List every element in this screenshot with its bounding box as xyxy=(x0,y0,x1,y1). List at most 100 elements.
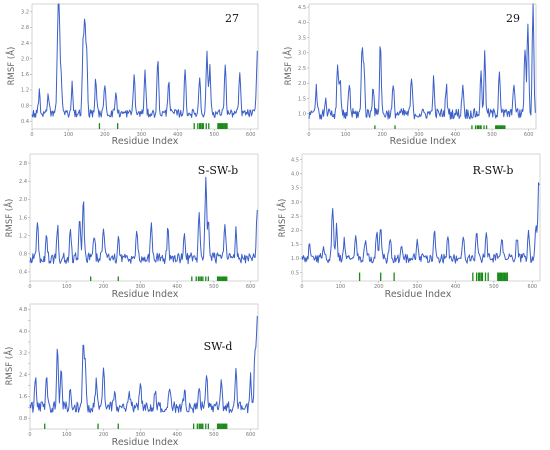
ylabel-s-sw-b: RMSF (Å) xyxy=(3,199,15,238)
y-tick-label: 1.2 xyxy=(21,88,29,94)
y-tick-label: 1.2 xyxy=(19,233,27,239)
y-tick-label: 0.8 xyxy=(21,103,29,109)
x-tick-label: 100 xyxy=(62,432,72,438)
x-tick-label: 200 xyxy=(99,432,109,438)
x-tick-label: 200 xyxy=(374,284,384,290)
x-tick-label: 400 xyxy=(173,132,183,138)
y-tick-label: 2.0 xyxy=(298,81,306,87)
x-tick-label: 500 xyxy=(209,132,219,138)
x-tick-label: 100 xyxy=(336,284,346,290)
y-tick-label: 4.0 xyxy=(291,172,299,178)
x-tick-label: 600 xyxy=(528,284,538,290)
xlabel-s-sw-b: Residue Index xyxy=(112,289,179,300)
x-tick-label: 100 xyxy=(341,132,351,138)
x-tick-label: 0 xyxy=(28,284,31,290)
chart-sw-d: SW-d RMSF (Å) Residue Index 0.8 1.6 2.4 3.2… xyxy=(3,303,259,448)
rmsf-line xyxy=(29,176,258,265)
y-tick-label: 0.4 xyxy=(19,270,27,276)
ylabel-27: RMSF (Å) xyxy=(5,47,17,86)
panel-r-sw-b: R-SW-b RMSF (Å) Residue Index 0.5 1.0 1.5 2… xyxy=(275,150,550,300)
panel-s-sw-b: S-SW-b RMSF (Å) Residue Index 0.4 0.8 1.2 1… xyxy=(0,150,272,300)
x-tick-label: 400 xyxy=(172,432,182,438)
y-tick-label: 1.6 xyxy=(19,394,27,400)
y-tick-label: 3.0 xyxy=(291,200,299,206)
y-tick-label: 1.0 xyxy=(298,112,306,118)
x-tick-label: 300 xyxy=(412,284,422,290)
y-tick-label: 2.0 xyxy=(21,56,29,62)
rmsf-line xyxy=(29,315,258,414)
x-tick-label: 400 xyxy=(451,284,461,290)
chart-29: 29 RMSF (Å) Residue Index 1.0 1.5 2.0 2.5 3.… xyxy=(282,3,537,147)
x-tick-label: 600 xyxy=(246,132,256,138)
title-27: 27 xyxy=(225,12,239,25)
x-tick-label: 300 xyxy=(136,432,146,438)
x-tick-label: 400 xyxy=(172,284,182,290)
y-tick-label: 0.5 xyxy=(291,270,299,276)
x-tick-label: 300 xyxy=(137,132,147,138)
y-tick-label: 2.5 xyxy=(291,214,299,220)
plot-frame xyxy=(31,3,259,130)
y-tick-label: 4.0 xyxy=(298,20,306,26)
x-tick-label: 400 xyxy=(451,132,461,138)
y-tick-label: 1.5 xyxy=(298,96,306,102)
y-tick-label: 2.0 xyxy=(19,197,27,203)
ylabel-29: RMSF (Å) xyxy=(282,47,294,86)
x-tick-label: 600 xyxy=(246,284,256,290)
y-tick-label: 2.4 xyxy=(19,179,27,185)
xlabel-27: Residue Index xyxy=(112,136,179,147)
y-tick-label: 3.0 xyxy=(298,51,306,57)
x-tick-label: 500 xyxy=(487,132,497,138)
xlabel-sw-d: Residue Index xyxy=(112,437,179,448)
x-tick-label: 200 xyxy=(100,132,110,138)
x-tick-label: 600 xyxy=(524,132,534,138)
y-tick-label: 2.0 xyxy=(291,228,299,234)
x-tick-label: 200 xyxy=(99,284,109,290)
x-tick-label: 0 xyxy=(300,284,303,290)
y-tick-label: 0.8 xyxy=(19,252,27,258)
y-tick-label: 4.5 xyxy=(291,157,299,163)
x-tick-label: 500 xyxy=(489,284,499,290)
x-tick-label: 300 xyxy=(414,132,424,138)
title-s-sw-b: S-SW-b xyxy=(198,164,238,177)
x-tick-label: 0 xyxy=(30,132,33,138)
title-sw-d: SW-d xyxy=(204,340,233,353)
panel-sw-d: SW-d RMSF (Å) Residue Index 0.8 1.6 2.4 3.2… xyxy=(0,300,272,450)
y-tick-label: 3.2 xyxy=(19,351,27,357)
x-tick-label: 200 xyxy=(377,132,387,138)
y-tick-label: 1.0 xyxy=(291,256,299,262)
chart-s-sw-b: S-SW-b RMSF (Å) Residue Index 0.4 0.8 1.2 1… xyxy=(3,153,259,300)
ylabel-sw-d: RMSF (Å) xyxy=(3,347,15,386)
x-tick-label: 0 xyxy=(28,432,31,438)
xlabel-r-sw-b: Residue Index xyxy=(385,289,452,300)
x-tick-label: 100 xyxy=(62,284,72,290)
chart-27: 27 RMSF (Å) Residue Index 0.4 0.8 1.2 1.6 2.… xyxy=(5,3,259,147)
y-tick-label: 2.4 xyxy=(21,41,29,47)
x-tick-label: 500 xyxy=(209,284,219,290)
y-tick-label: 4.0 xyxy=(19,329,27,335)
x-tick-label: 100 xyxy=(64,132,74,138)
x-tick-label: 500 xyxy=(209,432,219,438)
title-r-sw-b: R-SW-b xyxy=(473,164,514,177)
rmsf-line xyxy=(301,182,540,264)
xlabel-29: Residue Index xyxy=(390,136,457,147)
y-tick-label: 1.5 xyxy=(291,242,299,248)
panel-27: 27 RMSF (Å) Residue Index 0.4 0.8 1.2 1.6 2.… xyxy=(0,0,272,148)
y-tick-label: 1.6 xyxy=(19,215,27,221)
y-tick-label: 0.8 xyxy=(19,416,27,422)
rmsf-line xyxy=(308,3,536,120)
x-tick-label: 300 xyxy=(136,284,146,290)
y-tick-label: 2.8 xyxy=(19,161,27,167)
y-tick-label: 1.6 xyxy=(21,72,29,78)
y-tick-label: 2.5 xyxy=(298,66,306,72)
y-tick-label: 4.8 xyxy=(19,307,27,313)
ylabel-r-sw-b: RMSF (Å) xyxy=(276,199,288,238)
title-29: 29 xyxy=(506,12,520,25)
chart-r-sw-b: R-SW-b RMSF (Å) Residue Index 0.5 1.0 1.5 2… xyxy=(276,153,541,300)
x-tick-label: 600 xyxy=(246,432,256,438)
panel-29: 29 RMSF (Å) Residue Index 1.0 1.5 2.0 2.5 3.… xyxy=(275,0,550,148)
y-tick-label: 3.2 xyxy=(21,10,29,16)
x-tick-label: 0 xyxy=(307,132,310,138)
y-tick-label: 4.5 xyxy=(298,5,306,11)
y-tick-label: 2.8 xyxy=(21,25,29,31)
y-tick-label: 3.5 xyxy=(291,186,299,192)
